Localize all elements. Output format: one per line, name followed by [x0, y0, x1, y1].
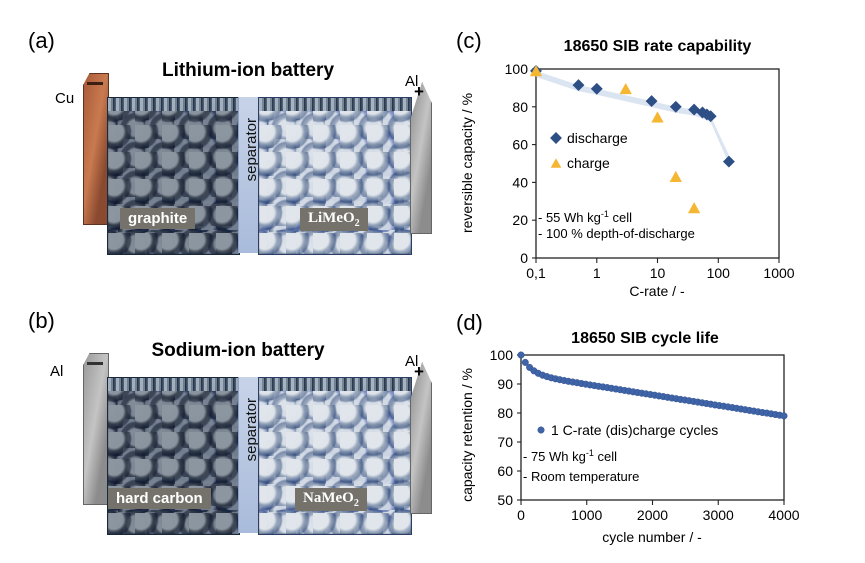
svg-text:discharge: discharge	[567, 130, 628, 146]
svg-text:charge: charge	[567, 155, 610, 171]
svg-text:40: 40	[512, 174, 528, 190]
svg-text:4000: 4000	[768, 507, 799, 523]
svg-text:1000: 1000	[763, 265, 794, 281]
svg-text:0: 0	[520, 250, 528, 266]
svg-text:10: 10	[650, 265, 666, 281]
svg-text:- 75 Wh kg-1 cell: - 75 Wh kg-1 cell	[523, 448, 617, 464]
svg-text:capacity retention / %: capacity retention / %	[459, 368, 475, 502]
svg-text:2000: 2000	[637, 507, 668, 523]
svg-text:80: 80	[497, 405, 513, 421]
svg-text:- 55 Wh kg-1 cell: - 55 Wh kg-1 cell	[538, 209, 632, 225]
svg-text:1 C-rate (dis)charge cycles: 1 C-rate (dis)charge cycles	[551, 422, 718, 438]
svg-text:100: 100	[707, 265, 731, 281]
svg-text:100: 100	[490, 347, 514, 363]
svg-text:80: 80	[512, 99, 528, 115]
svg-text:1: 1	[593, 265, 601, 281]
svg-text:50: 50	[497, 492, 513, 508]
svg-text:cycle number / -: cycle number / -	[602, 529, 702, 545]
svg-text:90: 90	[497, 376, 513, 392]
svg-text:100: 100	[505, 61, 529, 77]
svg-text:20: 20	[512, 212, 528, 228]
svg-text:reversible capacity / %: reversible capacity / %	[459, 93, 475, 233]
svg-text:60: 60	[512, 137, 528, 153]
svg-text:- Room temperature: - Room temperature	[523, 469, 639, 484]
svg-text:60: 60	[497, 463, 513, 479]
svg-text:70: 70	[497, 434, 513, 450]
svg-text:0,1: 0,1	[526, 265, 546, 281]
svg-text:- 100 % depth-of-discharge: - 100 % depth-of-discharge	[538, 226, 695, 241]
svg-text:3000: 3000	[703, 507, 734, 523]
svg-text:1000: 1000	[571, 507, 602, 523]
svg-text:0: 0	[517, 507, 525, 523]
